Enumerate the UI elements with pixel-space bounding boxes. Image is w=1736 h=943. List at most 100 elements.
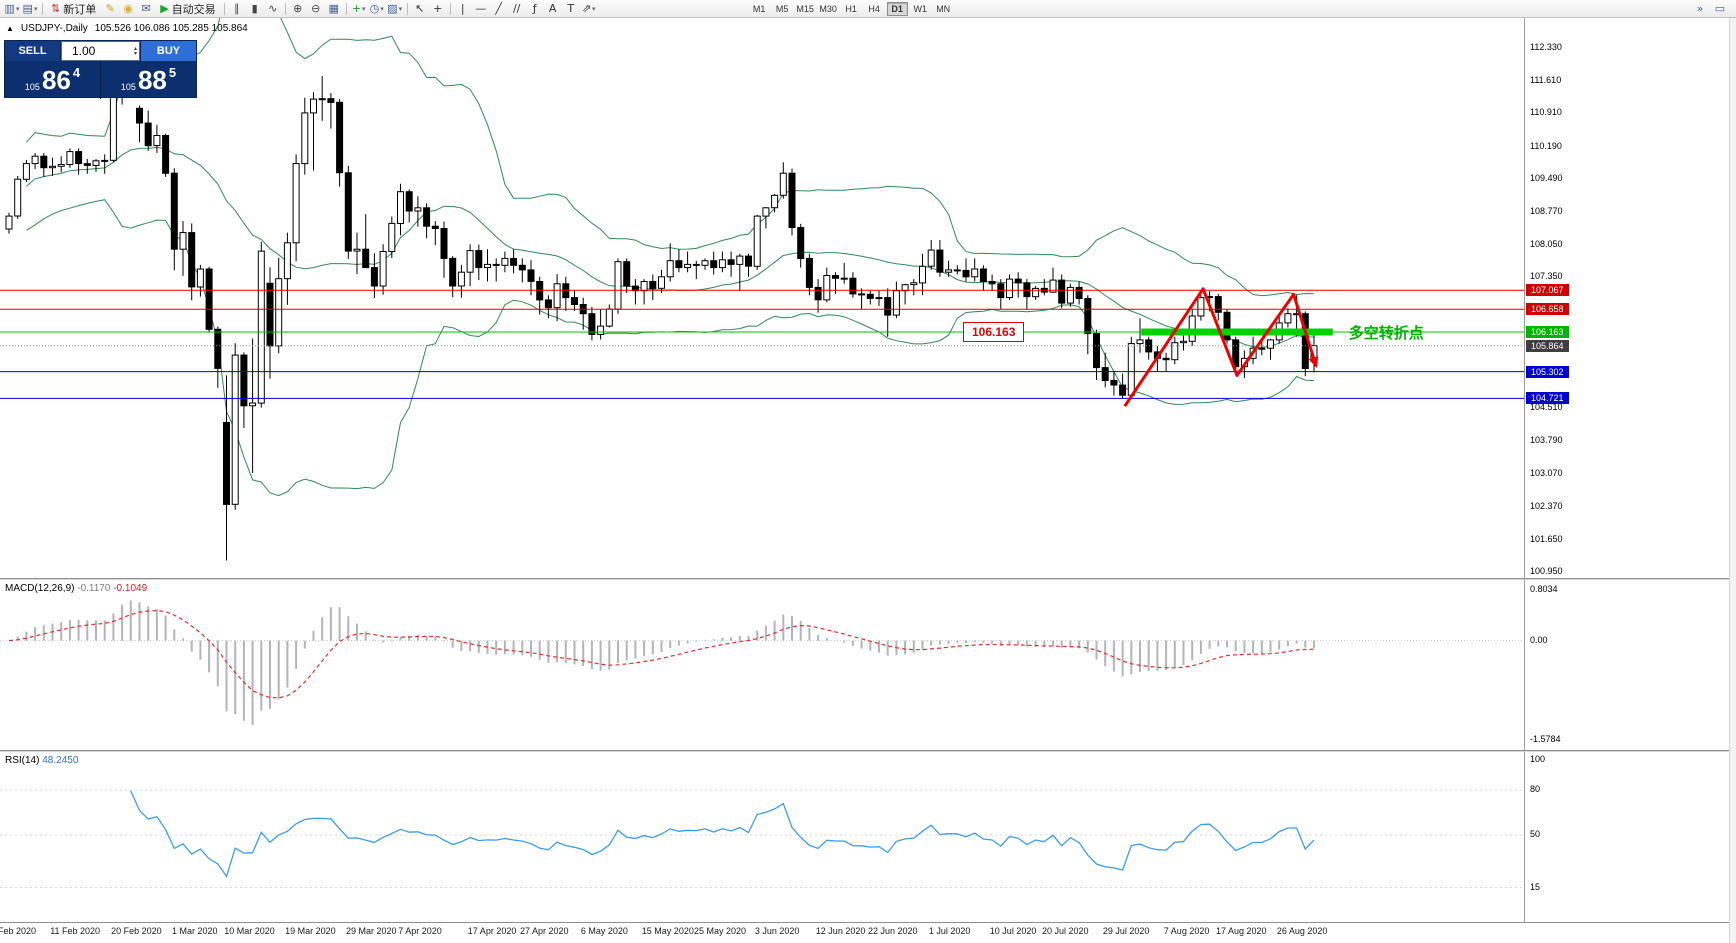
chart-title: ▲ USDJPY-,Daily 105.526 106.086 105.285 … [6,23,248,34]
indicator-axis-label: 50 [1530,829,1541,839]
date-axis-label: 7 Apr 2020 [398,926,442,936]
rsi-canvas[interactable] [0,752,1524,922]
horizontal-line-icon[interactable]: — [475,2,487,15]
sell-button[interactable]: SELL [5,41,61,61]
timeframe-d1-button[interactable]: D1 [886,1,908,16]
arrows-icon[interactable]: ⇗ ▾ [581,2,596,15]
timeframe-m15-button[interactable]: M15 [796,3,814,14]
volume-input[interactable]: 1.00 ▴ ▾ [61,41,140,61]
timeframe-w1-button[interactable]: W1 [913,3,927,14]
candlestick-icon[interactable]: ▮ [251,2,258,15]
indicator-axis-label: 80 [1530,784,1541,794]
price-level-badge: 104.721 [1526,392,1569,405]
price-axis-label: 111.610 [1530,75,1562,86]
price-level-badge: 105.302 [1526,365,1569,378]
price-axis-label: 107.350 [1530,271,1563,282]
sell-price-button[interactable]: 105 86 4 [5,61,100,99]
zoom-in-icon[interactable]: ⊕ [293,2,303,15]
text-label-icon[interactable]: T [567,2,575,15]
bar-marker-icon: ▲ [6,24,14,33]
date-axis-label: 22 Jun 2020 [868,926,918,936]
price-axis-label: 102.370 [1530,500,1563,511]
price-level-badge: 106.163 [1526,325,1569,338]
notifications-icon[interactable]: ✉ [141,2,151,15]
price-axis-border [1524,18,1525,923]
date-axis-label: 10 Mar 2020 [224,926,275,936]
trendline-icon[interactable]: ╱ [495,2,502,15]
rsi-label: RSI(14) 48.2450 [5,755,78,766]
date-axis-label: 17 Apr 2020 [467,926,517,936]
timeframe-m30-button[interactable]: M30 [819,3,837,14]
symbol-period-label: USDJPY-,Daily [20,23,88,34]
pivot-annotation-text[interactable]: 多空转折点 [1348,324,1424,342]
channel-icon[interactable]: // [512,2,521,15]
chart-shift-icon[interactable]: » [1696,2,1704,15]
macd-canvas[interactable] [0,580,1524,750]
toolbar-items: ▥ ▾ ▤ ▾ ⇅ 新订单 ✎ ◉ ✉ ▶ 自动交易 ∥ ▮ ∿ ⊕ ⊖ ▦ + ▾ ◷ ▾ ▨ ▾ ↖ + | — ╱ // ƒ A T ⇗ ▾ [3,1,598,16]
new-chart-icon[interactable]: ▥ ▾ [4,2,20,15]
text-icon[interactable]: A [548,2,557,15]
panel-resize-handle-rsi[interactable] [0,750,1736,752]
fibonacci-icon[interactable]: ƒ [532,2,537,15]
timeframe-h1-button[interactable]: H1 [845,3,857,14]
trade-panel-divider [100,61,101,99]
toolbar-separator [345,2,347,15]
cursor-icon[interactable]: ↖ [415,2,425,15]
toolbar: ▥ ▾ ▤ ▾ ⇅ 新订单 ✎ ◉ ✉ ▶ 自动交易 ∥ ▮ ∿ ⊕ ⊖ ▦ + ▾ ◷ ▾ ▨ ▾ ↖ + | — ╱ // ƒ A T ⇗ ▾… [0,0,1736,18]
stepper-up-icon[interactable]: ▴ [133,45,137,52]
date-axis-label: 25 May 2020 [694,926,747,936]
periods-icon[interactable]: ◷ ▾ [369,2,384,15]
metaeditor-icon[interactable]: ✎ [105,2,115,15]
window-edge [1729,18,1736,943]
price-axis-label: 108.770 [1530,205,1563,216]
price-axis-label: 103.070 [1530,468,1563,479]
price-level-badge: 107.067 [1526,284,1569,297]
crosshair-icon[interactable]: + [433,2,443,15]
timeframe-mn-button[interactable]: MN [936,3,951,14]
date-axis-label: 17 Aug 2020 [1216,926,1267,936]
templates-icon[interactable]: ▨ ▾ [387,2,403,15]
date-axis-label: 19 Mar 2020 [285,926,336,936]
docking-icon[interactable]: ▭ [1714,2,1726,15]
timeframe-m1-button[interactable]: M1 [752,3,766,14]
buy-button[interactable]: BUY [140,41,196,61]
autotrading-button[interactable]: ▶ 自动交易 [160,2,216,16]
price-axis[interactable]: 112.330 111.610 110.910 110.190 109.490 108.7… [1524,18,1736,923]
sell-price-handle: 105 [24,82,40,92]
sell-price-big: 86 [41,65,71,95]
macd-value-main: -0.1170 [77,583,111,594]
timeframe-m5-button[interactable]: M5 [775,3,789,14]
macd-label: MACD(12,26,9) -0.1170 -0.1049 [5,583,147,594]
tile-windows-icon[interactable]: ▦ [328,2,339,15]
toolbar-separator [284,2,286,15]
date-axis-label: 12 Jun 2020 [815,926,866,936]
price-level-badge: 105.864 [1526,339,1569,352]
price-callout-box[interactable]: 106.163 [963,321,1025,342]
one-click-trading-panel: SELL 1.00 ▴ ▾ BUY 105 86 4 105 88 5 [4,40,197,99]
line-chart-icon[interactable]: ∿ [268,2,278,15]
volume-stepper[interactable]: ▴ ▾ [133,45,137,57]
date-axis-label: 7 Aug 2020 [1163,926,1210,936]
price-axis-label: 108.050 [1530,239,1563,250]
indicator-axis-label: -1.5784 [1530,734,1561,744]
timeframe-h4-button[interactable]: H4 [868,3,880,14]
trend-zigzag-annotation[interactable] [1123,287,1319,408]
price-axis-label: 110.910 [1530,107,1562,118]
indicators-icon[interactable]: + ▾ [351,2,366,15]
community-icon[interactable]: ◉ [123,2,134,15]
vertical-line-icon[interactable]: | [460,2,465,15]
date-axis-label: 1 Mar 2020 [172,926,218,936]
price-axis-label: 100.950 [1530,566,1563,576]
new-order-button[interactable]: ⇅ 新订单 [51,2,97,16]
trade-panel-top-row: SELL 1.00 ▴ ▾ BUY [5,41,196,61]
toolbar-right-icons: » ▭ [1691,1,1733,16]
profiles-icon[interactable]: ▤ ▾ [22,2,38,15]
stepper-down-icon[interactable]: ▾ [133,50,137,57]
date-axis-label: 11 Feb 2020 [50,926,101,936]
bar-chart-icon[interactable]: ∥ [233,2,240,15]
panel-resize-handle-macd[interactable] [0,578,1736,580]
main-chart-canvas[interactable] [0,18,1524,578]
zoom-out-icon[interactable]: ⊖ [311,2,321,15]
chart-area[interactable]: 112.330 111.610 110.910 110.190 109.490 108.7… [0,18,1736,943]
buy-price-button[interactable]: 105 88 5 [101,61,196,99]
